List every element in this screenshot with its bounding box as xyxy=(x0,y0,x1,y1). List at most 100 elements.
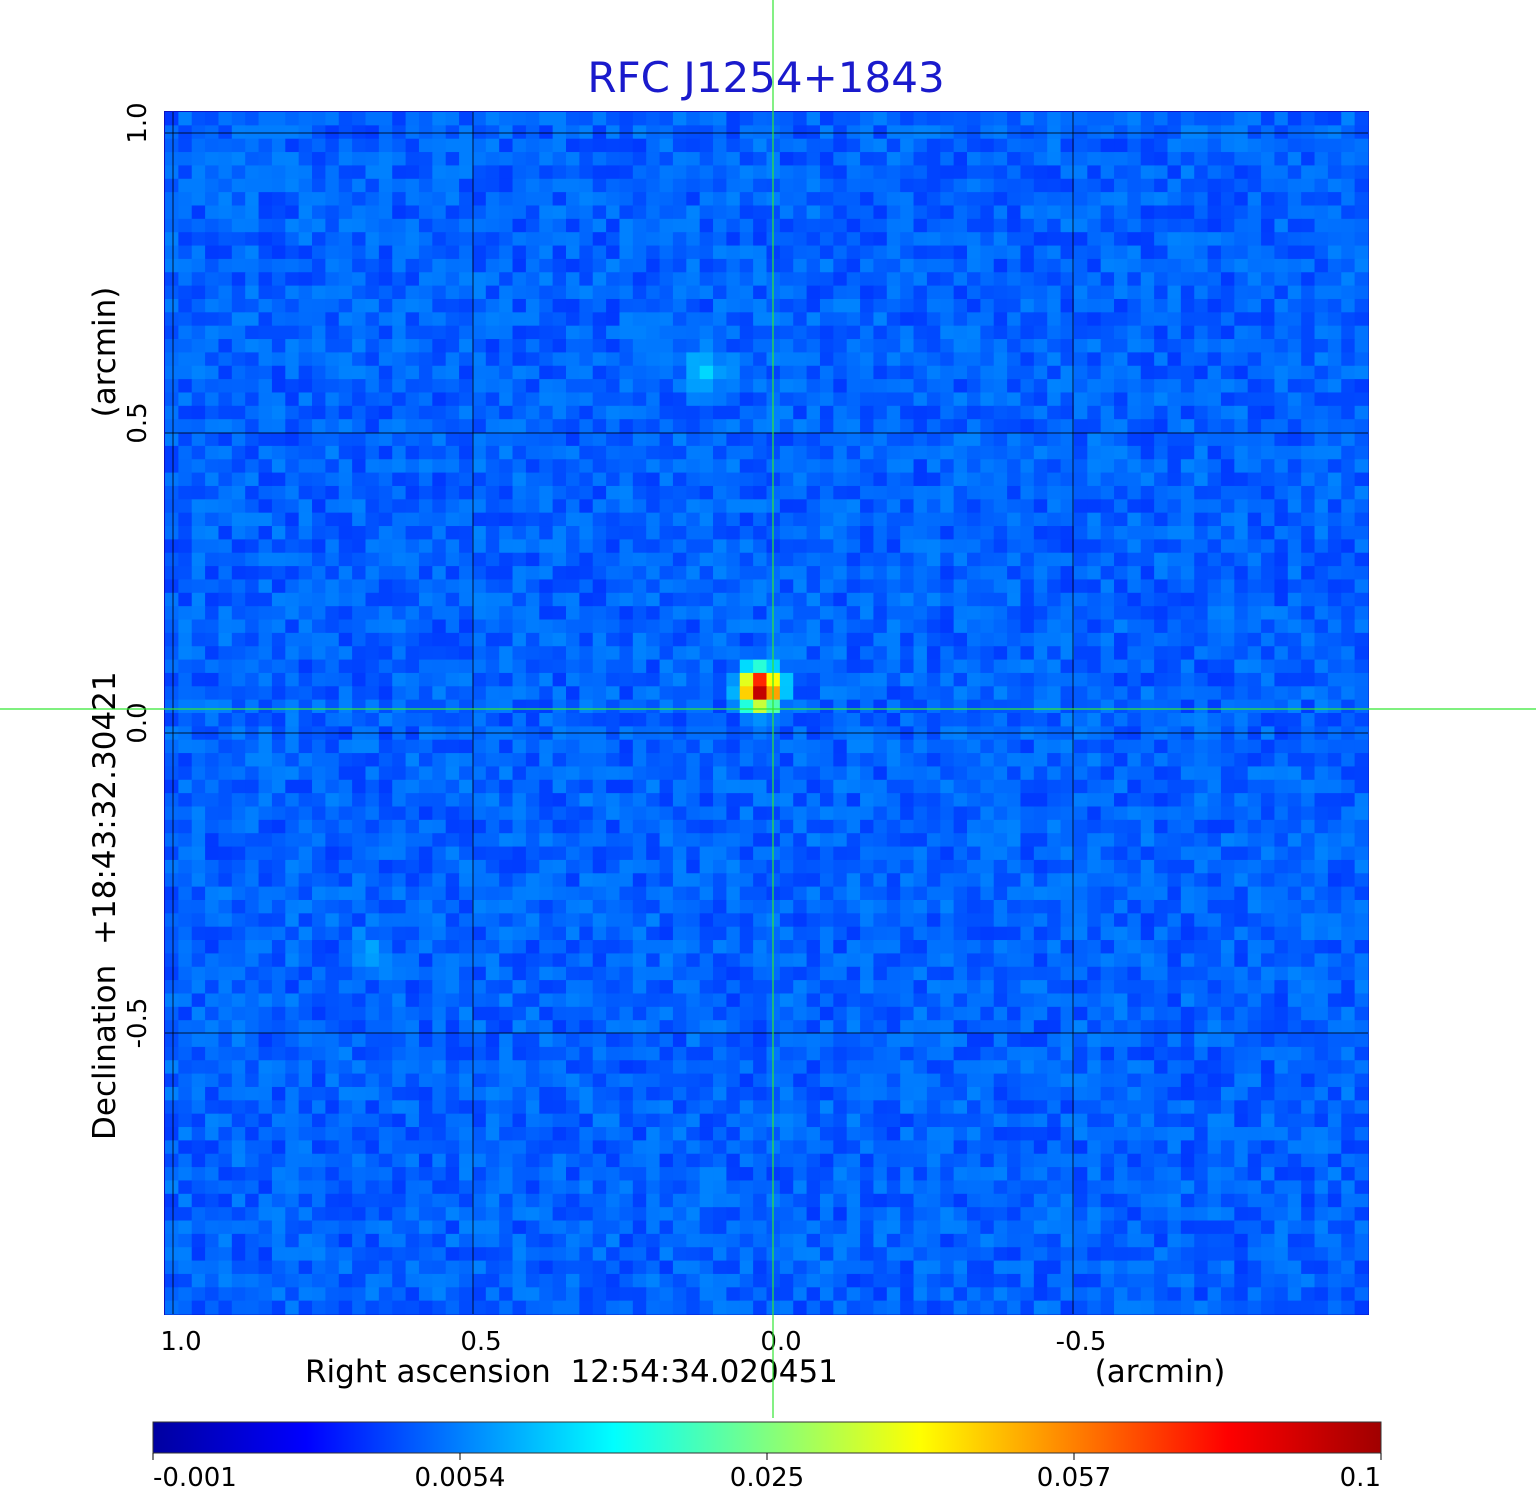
heatmap-pixel xyxy=(940,539,955,554)
heatmap-pixel xyxy=(1354,619,1369,634)
heatmap-pixel xyxy=(1007,606,1022,621)
heatmap-pixel xyxy=(205,739,220,754)
heatmap-pixel xyxy=(539,298,554,313)
heatmap-pixel xyxy=(913,592,928,607)
heatmap-pixel xyxy=(1274,205,1289,220)
heatmap-pixel xyxy=(592,352,607,367)
heatmap-pixel xyxy=(1220,713,1235,727)
heatmap-pixel xyxy=(980,365,995,380)
heatmap-pixel xyxy=(1127,472,1142,487)
heatmap-pixel xyxy=(1127,312,1142,327)
heatmap-pixel xyxy=(271,138,286,153)
heatmap-pixel xyxy=(218,579,233,594)
heatmap-pixel xyxy=(1274,819,1289,834)
heatmap-pixel xyxy=(913,512,928,527)
heatmap-pixel xyxy=(846,258,861,273)
heatmap-pixel xyxy=(659,819,674,834)
heatmap-pixel xyxy=(539,713,554,727)
heatmap-pixel xyxy=(672,512,687,527)
heatmap-pixel xyxy=(325,485,340,500)
heatmap-pixel xyxy=(913,819,928,834)
heatmap-pixel xyxy=(606,526,621,540)
heatmap-pixel xyxy=(672,539,687,554)
heatmap-pixel xyxy=(525,659,540,674)
heatmap-pixel xyxy=(312,205,326,220)
heatmap-pixel xyxy=(699,285,714,300)
heatmap-pixel xyxy=(432,806,447,821)
heatmap-pixel xyxy=(967,192,981,207)
heatmap-pixel xyxy=(271,339,286,353)
heatmap-pixel xyxy=(1194,592,1209,607)
heatmap-pixel xyxy=(1007,178,1022,193)
heatmap-pixel xyxy=(165,606,179,621)
heatmap-pixel xyxy=(646,672,661,687)
heatmap-pixel xyxy=(1194,472,1209,487)
heatmap-pixel xyxy=(392,325,407,340)
heatmap-pixel xyxy=(338,833,353,848)
heatmap-pixel xyxy=(285,539,300,554)
heatmap-pixel xyxy=(1274,606,1289,621)
heatmap-pixel xyxy=(271,472,286,487)
heatmap-pixel xyxy=(218,112,233,126)
heatmap-pixel xyxy=(739,258,754,273)
heatmap-pixel xyxy=(1354,566,1369,581)
heatmap-pixel xyxy=(1314,258,1329,273)
heatmap-pixel xyxy=(365,526,380,540)
heatmap-pixel xyxy=(886,713,901,727)
heatmap-pixel xyxy=(873,672,888,687)
heatmap-pixel xyxy=(365,766,380,781)
heatmap-pixel xyxy=(1207,245,1222,260)
heatmap-pixel xyxy=(779,552,794,567)
heatmap-pixel xyxy=(392,352,407,367)
heatmap-pixel xyxy=(178,152,193,167)
heatmap-pixel xyxy=(285,566,300,581)
heatmap-pixel xyxy=(378,298,393,313)
heatmap-pixel xyxy=(245,485,260,500)
heatmap-pixel xyxy=(819,485,834,500)
heatmap-pixel xyxy=(860,365,875,380)
heatmap-pixel xyxy=(900,779,915,794)
heatmap-pixel xyxy=(378,125,393,140)
heatmap-pixel xyxy=(472,833,487,848)
heatmap-pixel xyxy=(1073,526,1088,540)
heatmap-pixel xyxy=(258,152,273,167)
heatmap-pixel xyxy=(739,552,754,567)
heatmap-pixel xyxy=(753,632,768,647)
heatmap-pixel xyxy=(392,312,407,327)
heatmap-pixel xyxy=(432,646,447,661)
heatmap-pixel xyxy=(1287,339,1302,353)
heatmap-pixel xyxy=(298,566,313,581)
heatmap-pixel xyxy=(525,138,540,153)
heatmap-pixel xyxy=(806,793,821,808)
heatmap-pixel xyxy=(1167,606,1182,621)
heatmap-pixel xyxy=(686,352,701,367)
heatmap-pixel xyxy=(352,285,367,300)
heatmap-pixel xyxy=(552,339,567,353)
heatmap-pixel xyxy=(739,272,754,287)
heatmap-pixel xyxy=(1114,392,1128,407)
heatmap-pixel xyxy=(258,499,273,514)
heatmap-pixel xyxy=(726,325,741,340)
heatmap-pixel xyxy=(566,165,580,180)
heatmap-pixel xyxy=(178,672,193,687)
heatmap-pixel xyxy=(165,178,179,193)
heatmap-pixel xyxy=(512,365,527,380)
heatmap-pixel xyxy=(338,579,353,594)
heatmap-pixel xyxy=(365,793,380,808)
heatmap-pixel xyxy=(298,539,313,554)
heatmap-pixel xyxy=(1354,339,1369,353)
heatmap-pixel xyxy=(525,619,540,634)
heatmap-pixel xyxy=(686,739,701,754)
heatmap-pixel xyxy=(793,365,808,380)
heatmap-pixel xyxy=(1167,753,1182,768)
heatmap-pixel xyxy=(1007,138,1022,153)
heatmap-pixel xyxy=(378,793,393,808)
heatmap-pixel xyxy=(606,686,621,701)
heatmap-pixel xyxy=(1127,192,1142,207)
heatmap-pixel xyxy=(258,646,273,661)
heatmap-pixel xyxy=(980,218,995,233)
heatmap-pixel xyxy=(592,258,607,273)
heatmap-pixel xyxy=(1020,632,1035,647)
heatmap-pixel xyxy=(1167,419,1182,434)
heatmap-pixel xyxy=(793,392,808,407)
